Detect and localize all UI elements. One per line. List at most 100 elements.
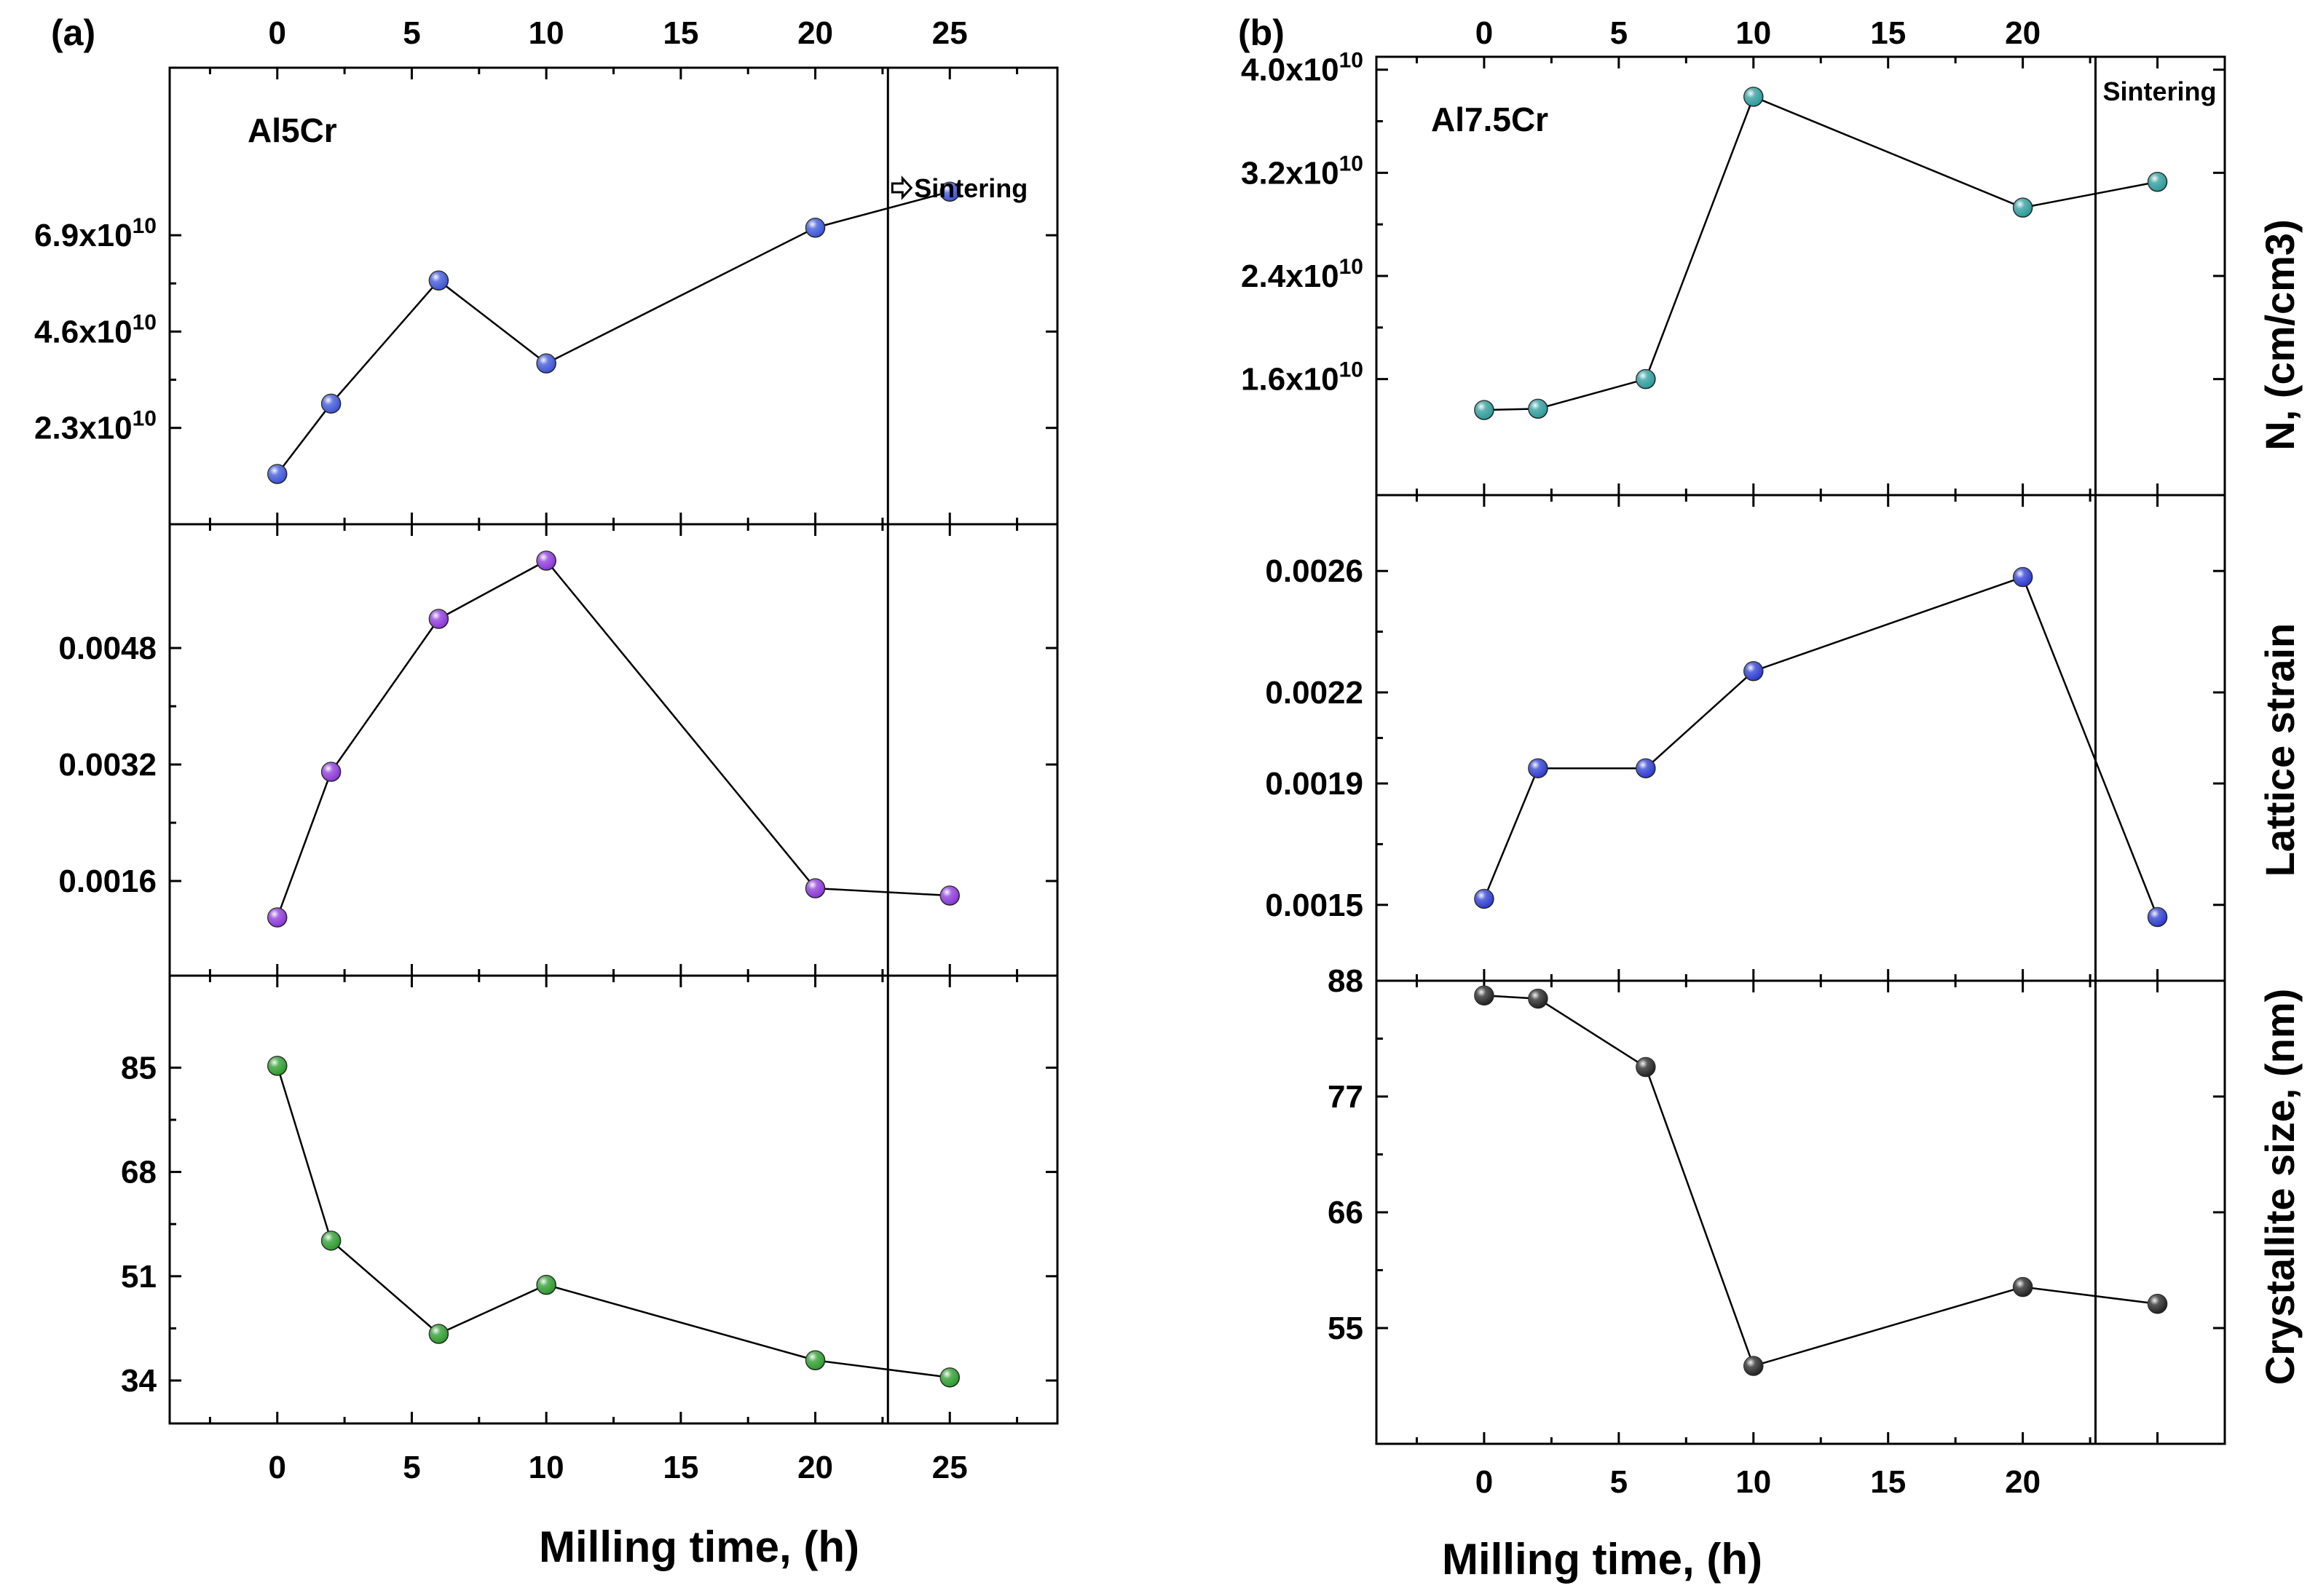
plot-area-a: 2.3x10104.6x10106.9x10100.00160.00320.00… xyxy=(34,15,1059,1485)
x-tick-label-top-b: 20 xyxy=(2005,15,2041,51)
x-tick-label-bottom-b: 20 xyxy=(2005,1464,2041,1500)
data-point-highlight xyxy=(1636,759,1655,778)
axes-frame-a-strain xyxy=(168,523,1059,977)
x-tick-label-bottom-b: 5 xyxy=(1610,1464,1628,1500)
y-tick-label-a-crystallite: 68 xyxy=(121,1155,157,1190)
series-line-b-strain xyxy=(1483,575,2159,917)
x-tick-label-top-a: 5 xyxy=(403,15,420,51)
data-point-highlight xyxy=(1743,1356,1763,1376)
axes-frame-b-strain xyxy=(1375,494,2226,982)
data-point-highlight xyxy=(2013,567,2033,587)
x-tick-label-bottom-a: 5 xyxy=(403,1450,420,1485)
y-tick-label-a-dislocation: 2.3x1010 xyxy=(34,407,157,446)
y-tick-label-b-dislocation: 4.0x1010 xyxy=(1241,49,1363,88)
y-tick-exponent: 10 xyxy=(1339,49,1363,73)
y-axis-label-b-dislocation: N, (cm/cm3) xyxy=(2257,219,2303,450)
y-axis-label-b-crystallite: Crystallite size, (nm) xyxy=(2257,989,2303,1386)
data-point-highlight xyxy=(321,762,341,781)
data-point-highlight xyxy=(940,182,960,202)
x-tick-label-bottom-b: 15 xyxy=(1870,1464,1906,1500)
data-point-highlight xyxy=(1474,889,1494,909)
y-tick-label-b-crystallite: 88 xyxy=(1328,963,1363,999)
series-line-a-strain xyxy=(276,559,950,918)
y-tick-label-b-crystallite: 66 xyxy=(1328,1195,1363,1230)
x-tick-label-bottom-a: 10 xyxy=(529,1450,564,1485)
x-tick-label-top-a: 25 xyxy=(932,15,968,51)
sintering-label-a: Sintering xyxy=(914,173,1028,203)
series-line-a-crystallite xyxy=(276,1065,950,1379)
data-point-highlight xyxy=(1474,400,1494,420)
series-line-b-crystallite xyxy=(1483,994,2158,1367)
data-point-highlight xyxy=(2148,172,2167,191)
panel-label-b: (b) xyxy=(1238,12,1285,53)
data-point-highlight xyxy=(940,1367,960,1387)
x-tick-label-bottom-a: 20 xyxy=(797,1450,833,1485)
x-tick-label-bottom-a: 25 xyxy=(932,1450,968,1485)
panel-b: (b) Al7.5Cr Milling time, (h) 1.6x10102.… xyxy=(1238,12,2303,1584)
data-point-highlight xyxy=(537,551,556,570)
y-tick-label-b-strain: 0.0019 xyxy=(1265,766,1363,802)
data-point-highlight xyxy=(2013,198,2033,218)
y-tick-label-b-crystallite: 55 xyxy=(1328,1311,1363,1346)
x-tick-label-top-b: 10 xyxy=(1735,15,1771,51)
data-point-highlight xyxy=(2148,1294,2167,1313)
y-axis-label-b-dislocation-text: N, (cm/cm3) xyxy=(2257,219,2303,450)
data-point-highlight xyxy=(1743,661,1763,681)
data-point-highlight xyxy=(267,464,287,483)
data-point-highlight xyxy=(429,271,449,291)
data-point-highlight xyxy=(537,1275,556,1295)
y-tick-label-a-strain: 0.0032 xyxy=(58,747,157,783)
panel-label-a: (a) xyxy=(51,12,95,53)
x-tick-label-bottom-a: 15 xyxy=(663,1450,698,1485)
data-point-highlight xyxy=(429,609,449,628)
y-tick-label-a-dislocation: 4.6x1010 xyxy=(34,310,157,349)
y-tick-label-a-crystallite: 34 xyxy=(121,1363,157,1399)
y-tick-exponent: 10 xyxy=(1339,358,1363,382)
y-tick-label-b-strain: 0.0022 xyxy=(1265,675,1363,711)
alloy-label-a: Al5Cr xyxy=(248,111,337,149)
plot-area-b: 1.6x10102.4x10103.2x10104.0x10100.00150.… xyxy=(1241,15,2226,1500)
data-point-highlight xyxy=(267,1056,287,1075)
y-tick-label-b-dislocation: 3.2x1010 xyxy=(1241,151,1363,191)
y-tick-exponent: 10 xyxy=(133,407,157,431)
sintering-arrow-icon xyxy=(891,175,913,200)
y-tick-label-a-dislocation: 6.9x1010 xyxy=(34,214,157,253)
y-tick-exponent: 10 xyxy=(1339,151,1363,175)
panel-a: (a) Al5Cr Milling time, (h) 2.3x10104.6x… xyxy=(34,12,1059,1571)
x-tick-label-bottom-b: 10 xyxy=(1735,1464,1771,1500)
y-tick-mantissa: 4.0x10 xyxy=(1241,52,1339,88)
data-point-highlight xyxy=(1528,399,1548,419)
data-point-highlight xyxy=(805,218,825,237)
data-point-highlight xyxy=(267,908,287,927)
sintering-label-b: Sintering xyxy=(2102,76,2216,106)
y-tick-mantissa: 1.6x10 xyxy=(1241,362,1339,398)
y-tick-label-b-crystallite: 77 xyxy=(1328,1079,1363,1115)
data-point-highlight xyxy=(1636,369,1655,389)
data-point-highlight xyxy=(1528,989,1548,1008)
data-point-highlight xyxy=(2013,1277,2033,1297)
data-point-highlight xyxy=(805,879,825,898)
y-tick-mantissa: 2.3x10 xyxy=(34,411,133,446)
series-line-a-dislocation xyxy=(276,191,950,475)
y-tick-exponent: 10 xyxy=(1339,255,1363,279)
y-axis-label-b-strain: Lattice strain xyxy=(2257,623,2303,877)
data-point-highlight xyxy=(1528,759,1548,778)
y-tick-label-a-crystallite: 85 xyxy=(121,1050,157,1086)
y-tick-exponent: 10 xyxy=(133,214,157,238)
y-tick-mantissa: 3.2x10 xyxy=(1241,155,1339,191)
data-point-highlight xyxy=(537,354,556,374)
data-point-highlight xyxy=(2148,907,2167,927)
alloy-label-b: Al7.5Cr xyxy=(1431,100,1548,138)
y-tick-label-b-dislocation: 1.6x1010 xyxy=(1241,358,1363,398)
data-point-highlight xyxy=(1743,87,1763,106)
x-axis-label-b: Milling time, (h) xyxy=(1442,1535,1762,1584)
data-point-highlight xyxy=(321,394,341,414)
y-tick-label-b-strain: 0.0015 xyxy=(1265,888,1363,923)
x-tick-label-top-a: 0 xyxy=(269,15,286,51)
x-tick-label-top-b: 5 xyxy=(1610,15,1628,51)
x-tick-label-top-b: 15 xyxy=(1870,15,1906,51)
series-line-b-dislocation xyxy=(1483,95,2158,411)
axes-frame-b-crystallite xyxy=(1375,979,2226,1445)
y-tick-mantissa: 2.4x10 xyxy=(1241,258,1339,294)
y-tick-label-a-strain: 0.0016 xyxy=(58,864,157,899)
